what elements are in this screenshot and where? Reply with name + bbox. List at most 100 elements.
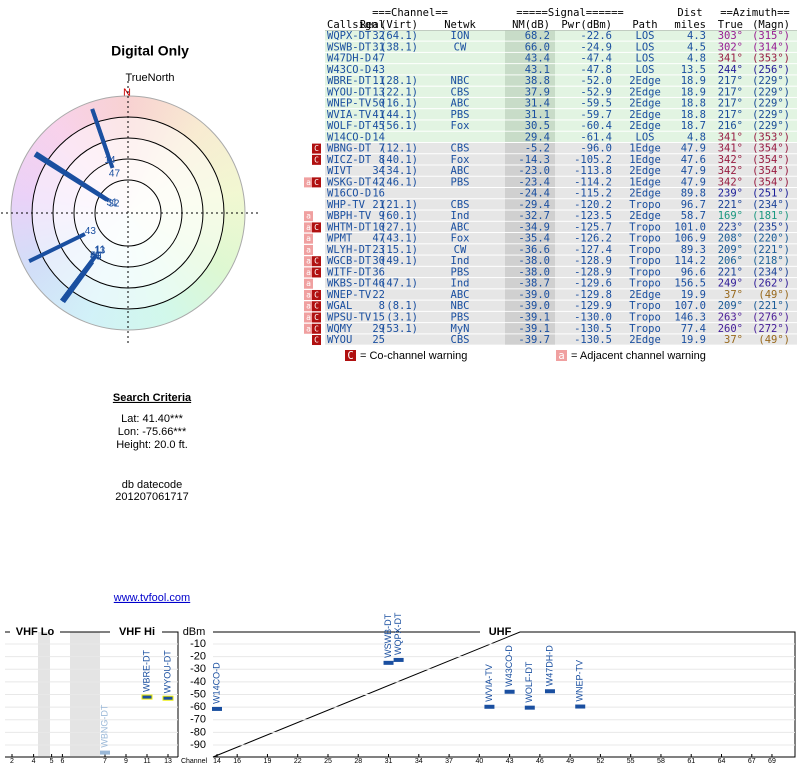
y-tick-label: -90 xyxy=(190,739,206,751)
table-cell: 342° xyxy=(718,165,743,177)
site-link[interactable]: www.tvfool.com xyxy=(113,592,190,604)
datecode-value: 201207061717 xyxy=(115,491,188,503)
row-background xyxy=(325,154,797,165)
table-cell: WNEP-TV xyxy=(327,98,372,110)
x-tick-label: 64 xyxy=(718,758,726,765)
x-tick-label: 34 xyxy=(415,758,423,765)
table-cell: Tropo xyxy=(629,266,661,278)
table-cell: Ind xyxy=(451,278,470,290)
table-cell: CW xyxy=(454,41,467,53)
table-cell: (22.1) xyxy=(380,86,418,98)
warning-box xyxy=(312,222,321,233)
warning-box xyxy=(304,233,313,244)
x-tick-label: 52 xyxy=(597,758,605,765)
table-cell: Tropo xyxy=(629,300,661,312)
station-marker xyxy=(393,657,404,662)
table-cell: 18.8 xyxy=(681,109,706,121)
x-tick-label: 5 xyxy=(50,758,54,765)
band-shade xyxy=(38,632,50,756)
band-shade xyxy=(70,632,100,756)
x-tick-label: 16 xyxy=(233,758,241,765)
table-cell: 31.1 xyxy=(525,109,550,121)
station-channel: 45 xyxy=(90,252,102,263)
table-cell: -105.2 xyxy=(574,154,612,166)
table-cell: (229°) xyxy=(752,109,790,121)
table-cell: 209° xyxy=(718,244,743,256)
table-cell: CBS xyxy=(451,143,470,155)
table-cell: -52.9 xyxy=(580,86,612,98)
warning-box xyxy=(304,211,313,222)
vhf-frame xyxy=(5,631,179,758)
table-cell: (44.1) xyxy=(380,109,418,121)
x-tick-label: 6 xyxy=(60,758,64,765)
row-background xyxy=(325,289,797,300)
table-cell: (354°) xyxy=(752,165,790,177)
station-label: WOLF-DT xyxy=(524,661,534,702)
station-label: WYOU-DT xyxy=(162,650,172,693)
y-tick-label: -70 xyxy=(190,714,206,726)
x-tick-label: 22 xyxy=(294,758,302,765)
table-cell: 96.6 xyxy=(681,266,706,278)
table-cell: -60.4 xyxy=(580,120,612,132)
nm-cell xyxy=(505,109,555,120)
column-header: Pwr(dBm) xyxy=(561,19,612,31)
table-cell: -39.0 xyxy=(518,300,550,312)
y-tick-label: -30 xyxy=(190,663,206,675)
table-cell: 38.8 xyxy=(525,75,550,87)
table-cell: WYOU xyxy=(327,334,352,346)
y-tick-label: -40 xyxy=(190,676,206,688)
table-cell: (272°) xyxy=(752,323,790,335)
table-cell: 13 xyxy=(372,86,385,98)
uhf-frame xyxy=(212,631,796,758)
table-cell: Tropo xyxy=(629,278,661,290)
table-cell: CBS xyxy=(451,334,470,346)
row-background xyxy=(325,165,797,176)
table-cell: 89.3 xyxy=(681,244,706,256)
row-background xyxy=(325,120,797,131)
column-header: miles xyxy=(674,19,706,31)
table-cell: 341° xyxy=(718,53,743,65)
table-cell: -38.0 xyxy=(518,255,550,267)
table-cell: (234°) xyxy=(752,199,790,211)
nm-cell xyxy=(505,323,555,334)
table-cell: 45 xyxy=(372,120,385,132)
table-cell: 43.1 xyxy=(525,64,550,76)
table-cell: 37° xyxy=(724,289,743,301)
table-cell: W14CO-D xyxy=(327,131,371,143)
table-cell: (229°) xyxy=(752,98,790,110)
table-cell: -39.7 xyxy=(518,334,550,346)
table-cell: (56.1) xyxy=(380,120,418,132)
table-cell: 23 xyxy=(372,244,385,256)
nm-cell xyxy=(505,255,555,266)
station-label: W43CO-D xyxy=(504,645,514,687)
table-cell: PBS xyxy=(451,109,470,121)
table-cell: Tropo xyxy=(629,244,661,256)
table-cell: 206° xyxy=(718,255,743,267)
table-cell: (53.1) xyxy=(380,323,418,335)
y-tick-label: -20 xyxy=(190,651,206,663)
warning-box xyxy=(304,312,313,323)
table-cell: 11 xyxy=(372,75,385,87)
table-cell: 19.9 xyxy=(681,334,706,346)
table-cell: WLYH-DT xyxy=(327,244,372,256)
nm-cell xyxy=(505,30,555,41)
table-cell: 2Edge xyxy=(629,165,661,177)
adj-legend-mark: a xyxy=(558,350,564,362)
co-legend-text: = Co-channel warning xyxy=(360,350,467,362)
section-label: VHF Lo xyxy=(16,626,55,638)
table-cell: ABC xyxy=(451,221,470,233)
x-tick-label: 58 xyxy=(657,758,665,765)
table-cell: Fox xyxy=(451,233,470,245)
table-cell: 8 xyxy=(379,300,385,312)
warning-box xyxy=(312,256,321,267)
table-cell: -61.4 xyxy=(580,131,612,143)
table-cell: WPMT xyxy=(327,233,353,245)
search-line: Lon: -75.66*** xyxy=(118,426,187,438)
warning-mark: a xyxy=(306,290,311,299)
table-cell: 249° xyxy=(718,278,743,290)
station-marker xyxy=(524,705,535,710)
group-header: =====Signal====== xyxy=(516,7,623,19)
table-cell: 32 xyxy=(372,30,385,42)
station-label: WVIA-TV xyxy=(484,664,494,702)
table-cell: 41 xyxy=(372,109,385,121)
